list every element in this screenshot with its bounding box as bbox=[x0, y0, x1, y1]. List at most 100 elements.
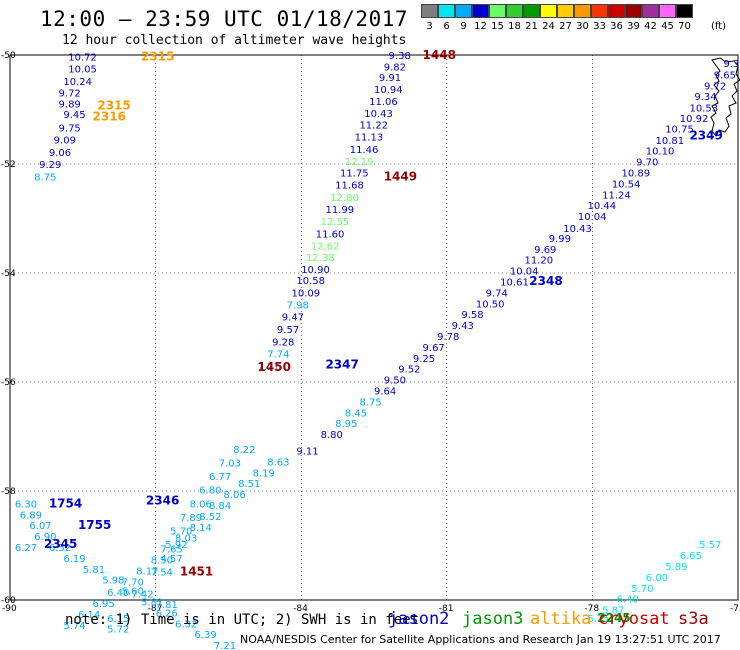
wave-height-value: 9.74 bbox=[486, 288, 508, 299]
wave-height-colorbar bbox=[421, 4, 693, 18]
colorbar-label: 27 bbox=[559, 21, 572, 32]
wave-height-value: 7.89 bbox=[180, 513, 202, 524]
wave-height-value: 9.06 bbox=[49, 148, 71, 159]
pass-time-label: 2316 bbox=[93, 109, 126, 123]
wave-height-value: 12.55 bbox=[321, 217, 350, 228]
colorbar-label: 30 bbox=[576, 21, 589, 32]
pass-time-labels: 2315231523161448144914501451234923482347… bbox=[44, 48, 723, 625]
wave-height-value: 12.62 bbox=[311, 242, 340, 253]
colorbar-label: 9 bbox=[460, 21, 467, 32]
pass-time-label: 2348 bbox=[529, 274, 562, 288]
wave-height-value: 11.22 bbox=[359, 121, 388, 132]
wave-height-value: 12.80 bbox=[330, 193, 359, 204]
wave-height-value: 7.70 bbox=[122, 577, 144, 588]
wave-height-value: 10.90 bbox=[301, 265, 330, 276]
wave-height-value: 5.92 bbox=[165, 540, 187, 551]
wave-height-value: 9.50 bbox=[384, 376, 406, 387]
wave-height-value: 9.72 bbox=[704, 81, 726, 92]
wave-height-value: 9.91 bbox=[379, 73, 401, 84]
wave-height-value: 9.64 bbox=[374, 387, 396, 398]
wave-height-value: 5.87 bbox=[602, 606, 624, 617]
wave-height-value: 10.43 bbox=[364, 109, 393, 120]
colorbar-label: 70 bbox=[678, 21, 691, 32]
colorbar-label: 6 bbox=[443, 21, 450, 32]
wave-height-value: 11.20 bbox=[524, 256, 553, 267]
map-subtitle: 12 hour collection of altimeter wave hei… bbox=[62, 33, 407, 48]
wave-height-value: 8.84 bbox=[209, 501, 231, 512]
units-note: note: 1) Time is in UTC; 2) SWH is in fe… bbox=[65, 612, 420, 628]
pass-time-label: 2315 bbox=[97, 99, 130, 113]
lat-tick-label: -54 bbox=[1, 269, 16, 279]
wave-height-value: 10.50 bbox=[476, 299, 505, 310]
wave-height-value: 9.09 bbox=[54, 135, 76, 146]
colorbar-swatch bbox=[472, 4, 489, 18]
wave-height-value: 5.98 bbox=[102, 576, 124, 587]
wave-height-value: 7.03 bbox=[219, 458, 241, 469]
wave-height-value: 5.81 bbox=[141, 597, 163, 608]
wave-height-value: 9.57 bbox=[277, 325, 299, 336]
colorbar-swatch bbox=[591, 4, 608, 18]
wave-height-value: 8.63 bbox=[267, 457, 289, 468]
wave-height-value: 10.75 bbox=[665, 124, 694, 135]
wave-height-value: 10.72 bbox=[68, 52, 97, 63]
wave-height-value: 6.90 bbox=[34, 532, 56, 543]
coastline-shape bbox=[710, 57, 740, 137]
wave-height-value: 6.19 bbox=[63, 554, 85, 565]
legend-jason2: jason2 bbox=[388, 609, 450, 629]
wave-height-value: 6.65 bbox=[680, 551, 702, 562]
wave-height-value: 7.65 bbox=[160, 545, 182, 556]
pass-time-label: 2245 bbox=[597, 611, 630, 625]
pass-time-label: 1451 bbox=[180, 564, 213, 578]
colorbar-label: 42 bbox=[644, 21, 657, 32]
wave-height-value: 11.46 bbox=[350, 145, 379, 156]
colorbar-label: 39 bbox=[627, 21, 640, 32]
legend-jason3: jason3 bbox=[462, 609, 524, 629]
wave-height-value: 10.04 bbox=[578, 212, 607, 223]
wave-height-value: 10.05 bbox=[68, 64, 97, 75]
wave-height-value: 6.89 bbox=[20, 510, 42, 521]
wave-height-value: 7.21 bbox=[258, 362, 280, 373]
wave-height-value: 8.22 bbox=[233, 445, 255, 456]
wave-height-value: 9.69 bbox=[534, 245, 556, 256]
colorbar-swatch bbox=[659, 4, 676, 18]
satellite-tracks: 10.7210.0510.249.729.899.459.759.099.069… bbox=[15, 51, 740, 650]
wave-height-value: 9.43 bbox=[452, 321, 474, 332]
wave-height-value: 10.24 bbox=[63, 77, 92, 88]
lat-tick-label: -56 bbox=[1, 378, 16, 388]
wave-height-value: 7.98 bbox=[287, 300, 309, 311]
wave-height-value: 5.74 bbox=[63, 621, 85, 632]
wave-height-value: 6.32 bbox=[175, 619, 197, 630]
wave-height-value: 8.95 bbox=[335, 419, 357, 430]
lon-tick-label: -84 bbox=[293, 604, 308, 614]
wave-height-value: 8.75 bbox=[359, 397, 381, 408]
wave-height-value: 10.58 bbox=[296, 276, 325, 287]
colorbar-swatch bbox=[625, 4, 642, 18]
wave-height-value: 9.25 bbox=[413, 354, 435, 365]
colorbar-swatch bbox=[523, 4, 540, 18]
wave-height-value: 10.04 bbox=[510, 267, 539, 278]
wave-height-value: 9.65 bbox=[714, 70, 736, 81]
wave-height-value: 9.34 bbox=[694, 92, 716, 103]
legend-s3a: s3a bbox=[678, 609, 709, 629]
wave-height-value: 9.75 bbox=[59, 123, 81, 134]
lon-tick-label: -87 bbox=[148, 604, 163, 614]
wave-height-value: 12.19 bbox=[345, 157, 374, 168]
wave-height-value: 5.70 bbox=[631, 584, 653, 595]
wave-height-value: 10.61 bbox=[500, 278, 529, 289]
wave-height-value: 9.31 bbox=[723, 59, 740, 70]
map-title: 12:00 – 23:59 UTC 01/18/2017 bbox=[40, 7, 409, 31]
wave-height-value: 6.27 bbox=[15, 543, 37, 554]
colorbar-label: 36 bbox=[610, 21, 623, 32]
wave-height-value: 5.81 bbox=[83, 565, 105, 576]
wave-height-value: 5.60 bbox=[122, 587, 144, 598]
colorbar-label: 45 bbox=[661, 21, 674, 32]
wave-height-value: 10.10 bbox=[646, 147, 675, 158]
wave-height-value: 5.75 bbox=[588, 614, 610, 625]
wave-height-value: 8.51 bbox=[238, 479, 260, 490]
wave-height-value: 5.72 bbox=[107, 625, 129, 636]
wave-height-value: 5.89 bbox=[665, 562, 687, 573]
pass-time-label: 1448 bbox=[423, 48, 456, 62]
lat-tick-label: -60 bbox=[1, 596, 16, 606]
pass-time-label: 2349 bbox=[689, 128, 722, 142]
wave-height-value: 6.95 bbox=[93, 599, 115, 610]
